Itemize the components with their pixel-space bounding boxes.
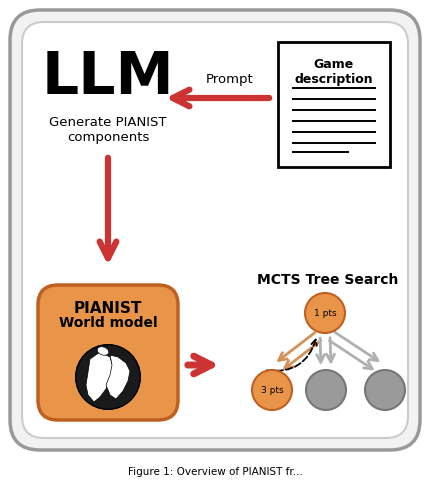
Text: World model: World model <box>58 316 157 330</box>
Polygon shape <box>106 355 130 399</box>
Circle shape <box>252 370 292 410</box>
Text: Generate PIANIST
components: Generate PIANIST components <box>49 116 167 144</box>
FancyBboxPatch shape <box>22 22 408 438</box>
Text: Figure 1: Overview of PIANIST fr...: Figure 1: Overview of PIANIST fr... <box>128 467 302 477</box>
Text: MCTS Tree Search: MCTS Tree Search <box>257 273 399 287</box>
Circle shape <box>365 370 405 410</box>
Text: Prompt: Prompt <box>206 74 254 87</box>
FancyBboxPatch shape <box>10 10 420 450</box>
Text: Game
description: Game description <box>295 58 373 86</box>
Circle shape <box>305 293 345 333</box>
FancyBboxPatch shape <box>38 285 178 420</box>
Ellipse shape <box>97 347 109 355</box>
FancyBboxPatch shape <box>278 42 390 167</box>
Text: PIANIST: PIANIST <box>74 300 142 316</box>
Text: LLM: LLM <box>42 49 174 106</box>
Circle shape <box>75 344 141 410</box>
Polygon shape <box>86 352 113 402</box>
Text: 3 pts: 3 pts <box>261 386 283 394</box>
Text: 1 pts: 1 pts <box>314 309 336 318</box>
Circle shape <box>306 370 346 410</box>
